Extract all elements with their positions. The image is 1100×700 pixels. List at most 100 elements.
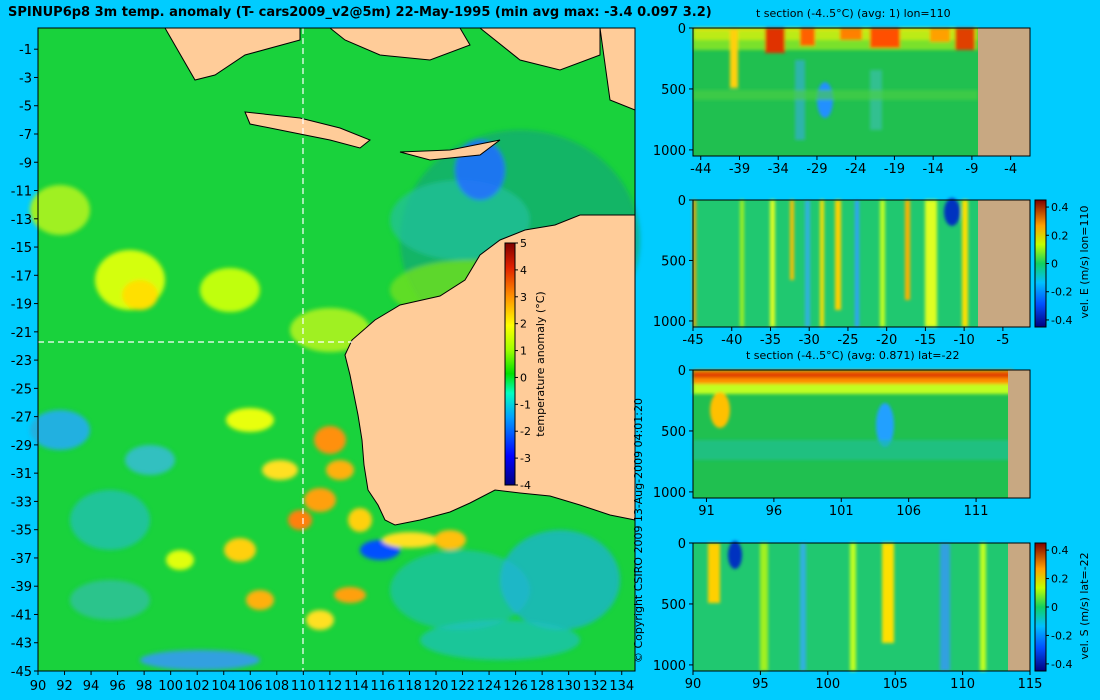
p1-x-tick-label: -34: [768, 162, 789, 177]
p3-land: [1008, 370, 1030, 498]
australia-land: [344, 214, 636, 526]
map-y-tick-label: -21: [11, 326, 32, 341]
p1-x-tick-label: -9: [965, 162, 978, 177]
p4-y-tick-label: 0: [678, 537, 686, 552]
colorbar-tick-label: 0: [1051, 601, 1058, 614]
p2-features: [693, 198, 968, 327]
p3-frame: [692, 369, 1031, 499]
p1-x-tick-label: -39: [729, 162, 750, 177]
p2-x-tick-label: -5: [996, 333, 1009, 348]
p2-x-tick-label: -35: [760, 333, 781, 348]
p1-features: [693, 28, 978, 140]
map-x-tick-label: 102: [185, 679, 210, 694]
map-y-tick-label: -45: [11, 665, 32, 680]
p2-land: [978, 200, 1030, 327]
map-y-tick-label: -11: [11, 185, 32, 200]
map-y-tick-label: -17: [11, 269, 32, 284]
p2-x-tick-label: -20: [876, 333, 897, 348]
map-x-tick-label: 90: [30, 679, 47, 694]
section-panel-3: 91 96 101 106 111 0 500 1000: [653, 364, 1031, 519]
colorbar-tick-label: 2: [520, 318, 527, 331]
p4-features: [708, 541, 986, 671]
p1-x-tick-label: -14: [923, 162, 944, 177]
p3-x-ticks: 91 96 101 106 111: [698, 498, 988, 519]
map-y-tick-label: -13: [11, 213, 32, 228]
map-x-tick-label: 100: [158, 679, 183, 694]
p4-x-ticks: 90 95 100 105 110 115: [685, 671, 1042, 692]
map-x-tick-label: 92: [56, 679, 73, 694]
map-x-tick-label: 94: [83, 679, 100, 694]
p2-colorbar-ticks: 0.4 0.2 0 -0.2 -0.4: [1046, 201, 1072, 327]
map-y-tick-label: -3: [19, 71, 32, 86]
nusa-tenggara-land: [399, 139, 501, 161]
map-colorbar-gradient: [504, 242, 516, 486]
colorbar-tick-label: -4: [520, 479, 531, 492]
colorbar-tick-label: -0.2: [1051, 286, 1072, 299]
map-y-tick-label: -39: [11, 580, 32, 595]
p3-x-tick-label: 96: [766, 504, 783, 519]
p2-colorbar-gradient: [1034, 199, 1047, 328]
section-3-title: t section (-4..5°C) (avg: 0.871) lat=-22: [746, 349, 960, 362]
map-y-tick-label: -15: [11, 241, 32, 256]
colorbar-tick-label: 4: [520, 264, 527, 277]
section-panel-1: -44 -39 -34 -29 -24 -19 -14 -9 -4 0 500 1000: [653, 22, 1031, 177]
map-y-tick-label: -33: [11, 495, 32, 510]
map-y-tick-label: -5: [19, 100, 32, 115]
p2-field: [693, 200, 1030, 327]
p3-y-ticks: 0 500 1000: [653, 364, 693, 501]
colorbar-tick-label: -2: [520, 425, 531, 438]
p3-features: [693, 370, 1013, 460]
p4-y-tick-label: 500: [661, 598, 686, 613]
p2-y-tick-label: 0: [678, 194, 686, 209]
p2-x-tick-label: -15: [915, 333, 936, 348]
map-x-tick-label: 108: [264, 679, 289, 694]
p3-x-tick-label: 101: [829, 504, 854, 519]
map-x-tick-label: 114: [344, 679, 369, 694]
map-frame: [37, 27, 636, 672]
map-y-ticks: -1 -3 -5 -7 -9 -11 -13 -15 -17 -19 -21 -23 -25 -27 -29…: [11, 43, 38, 680]
p1-x-ticks: -44 -39 -34 -29 -24 -19 -14 -9 -4: [690, 156, 1017, 177]
colorbar-tick-label: 3: [520, 291, 527, 304]
p1-y-ticks: 0 500 1000: [653, 22, 693, 159]
map-y-tick-label: -43: [11, 637, 32, 652]
temperature-anomaly-map: 90 92 94 96 98 100 102 104 106 108 110 112 114 116 118…: [11, 27, 640, 694]
copyright-text: © Copyright CSIRO 2009 13-Aug-2009 04:01…: [632, 398, 645, 663]
p3-x-tick-label: 91: [698, 504, 715, 519]
map-x-tick-label: 118: [397, 679, 422, 694]
p4-x-tick-label: 95: [752, 677, 769, 692]
p2-y-ticks: 0 500 1000: [653, 194, 693, 330]
p4-x-tick-label: 105: [883, 677, 908, 692]
p4-colorbar-ticks: 0.4 0.2 0 -0.2 -0.4: [1046, 544, 1072, 671]
colorbar-tick-label: -0.4: [1051, 314, 1072, 327]
map-y-tick-label: -9: [19, 156, 32, 171]
colorbar-tick-label: 0: [1051, 258, 1058, 271]
p4-colorbar-label: vel. S (m/s) lat=-22: [1078, 552, 1091, 659]
p1-x-tick-label: -24: [845, 162, 866, 177]
map-x-tick-label: 124: [477, 679, 502, 694]
map-x-tick-label: 126: [503, 679, 528, 694]
p2-x-tick-label: -30: [799, 333, 820, 348]
map-y-tick-label: -19: [11, 298, 32, 313]
map-colorbar-ticks: 5 4 3 2 1 0 -1 -2 -3 -4: [515, 237, 531, 492]
p1-y-tick-label: 0: [678, 22, 686, 37]
colorbar-tick-label: 0.2: [1051, 229, 1069, 242]
map-x-tick-label: 106: [238, 679, 263, 694]
p2-frame: [692, 199, 1031, 328]
map-x-tick-label: 110: [291, 679, 316, 694]
colorbar-tick-label: 0.2: [1051, 573, 1069, 586]
map-y-tick-label: -23: [11, 354, 32, 369]
colorbar-tick-label: -0.2: [1051, 629, 1072, 642]
p1-land: [978, 28, 1030, 156]
map-x-tick-label: 116: [371, 679, 396, 694]
map-colorbar: 5 4 3 2 1 0 -1 -2 -3 -4 temperature anomaly (°C): [504, 237, 547, 492]
map-x-tick-label: 122: [450, 679, 475, 694]
p4-x-tick-label: 100: [815, 677, 840, 692]
p2-x-ticks: -45 -40 -35 -30 -25 -20 -15 -10 -5: [682, 327, 1009, 348]
colorbar-tick-label: 0: [520, 371, 527, 384]
p2-y-tick-label: 1000: [653, 315, 686, 330]
map-x-tick-label: 130: [556, 679, 581, 694]
p2-x-tick-label: -40: [721, 333, 742, 348]
p2-x-tick-label: -25: [837, 333, 858, 348]
